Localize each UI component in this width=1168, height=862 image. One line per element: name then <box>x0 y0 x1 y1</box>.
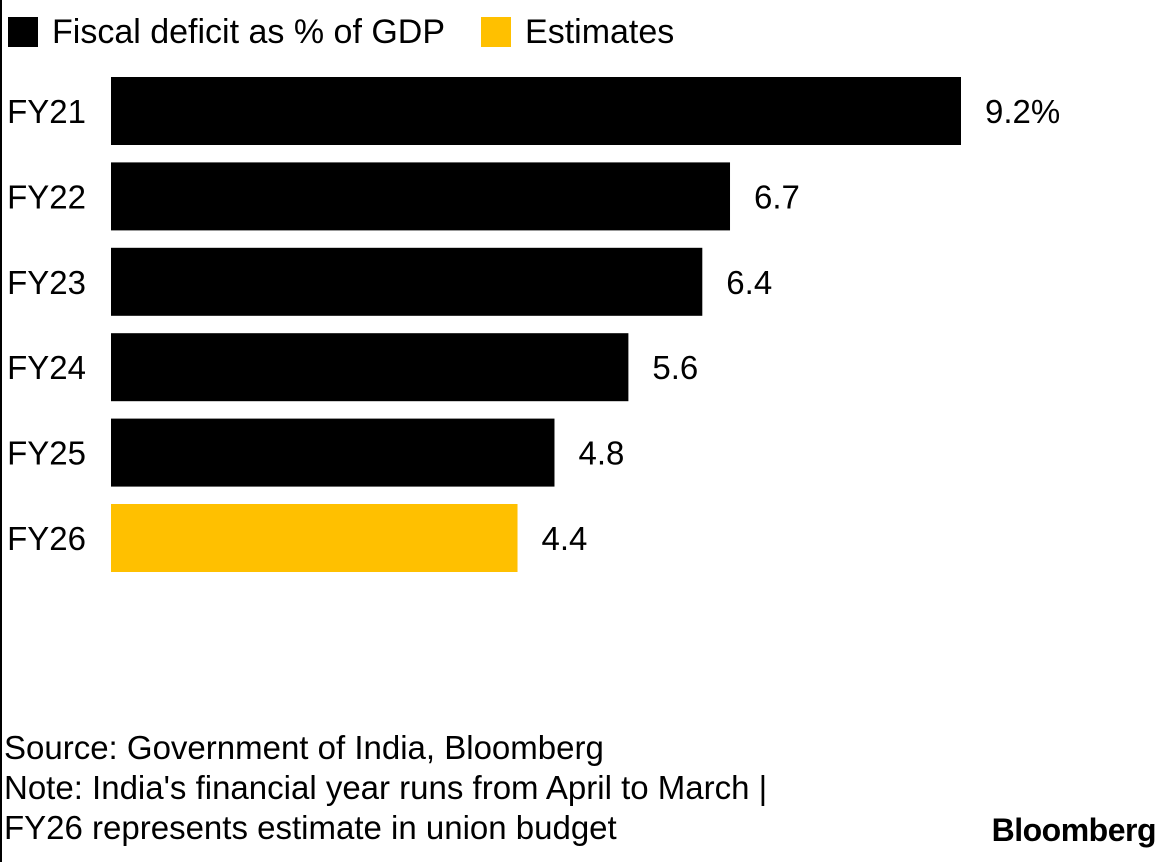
value-label-fy23: 6.4 <box>726 264 772 301</box>
bar-fy24 <box>111 333 629 402</box>
note-line-1: Note: India's financial year runs from A… <box>4 769 768 806</box>
value-label-fy25: 4.8 <box>578 435 624 472</box>
category-label-fy21: FY21 <box>7 93 86 130</box>
legend-swatch-fiscal-deficit <box>8 17 38 47</box>
value-label-fy24: 5.6 <box>652 349 698 386</box>
bar-fy23 <box>111 247 703 316</box>
category-label-fy24: FY24 <box>7 349 86 386</box>
value-label-fy21: 9.2% <box>985 93 1060 130</box>
legend-swatch-estimates <box>481 17 512 47</box>
chart-left-border <box>0 0 2 862</box>
category-label-fy23: FY23 <box>7 264 86 301</box>
bar-fy22 <box>111 162 731 231</box>
value-label-fy22: 6.7 <box>754 178 800 215</box>
legend-item-fiscal-deficit: Fiscal deficit as % of GDP <box>8 13 445 52</box>
bloomberg-logo: Bloomberg <box>991 812 1157 848</box>
value-label-fy26: 4.4 <box>542 520 588 557</box>
legend-label-fiscal-deficit: Fiscal deficit as % of GDP <box>52 12 446 51</box>
legend-item-estimates: Estimates <box>481 13 674 52</box>
legend: Fiscal deficit as % of GDP Estimates <box>8 12 710 52</box>
legend-label-estimates: Estimates <box>525 12 675 51</box>
category-label-fy25: FY25 <box>7 435 86 472</box>
note-line-2: FY26 represents estimate in union budget <box>4 809 617 846</box>
bar-fy25 <box>111 418 555 487</box>
source-note: Source: Government of India, Bloomberg <box>4 729 604 766</box>
chart-footer: Source: Government of India, Bloomberg N… <box>4 728 767 848</box>
category-label-fy26: FY26 <box>7 520 86 557</box>
bar-fy26 <box>111 504 518 572</box>
bar-chart: FY21 9.2% FY22 6.7 FY23 6.4 FY24 5.6 FY25 4.8 FY26… <box>7 77 1060 572</box>
bar-fy21 <box>111 77 961 145</box>
category-label-fy22: FY22 <box>7 178 86 215</box>
